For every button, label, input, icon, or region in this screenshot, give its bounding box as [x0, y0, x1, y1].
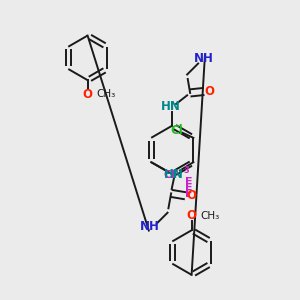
Text: O: O [82, 88, 93, 101]
Text: HN: HN [161, 100, 181, 113]
Text: CH₃: CH₃ [96, 89, 115, 99]
Text: F: F [184, 177, 192, 187]
Text: CF: CF [164, 170, 179, 180]
Text: CH₃: CH₃ [200, 211, 219, 221]
Text: NH: NH [140, 220, 160, 233]
Text: F: F [184, 189, 192, 199]
Text: Cl: Cl [171, 124, 183, 137]
Text: O: O [204, 85, 214, 98]
Text: O: O [187, 209, 196, 223]
Text: HN: HN [164, 168, 184, 181]
Text: F: F [184, 183, 192, 193]
Text: NH: NH [194, 52, 213, 65]
Text: O: O [186, 189, 196, 202]
Text: 3: 3 [183, 166, 189, 175]
